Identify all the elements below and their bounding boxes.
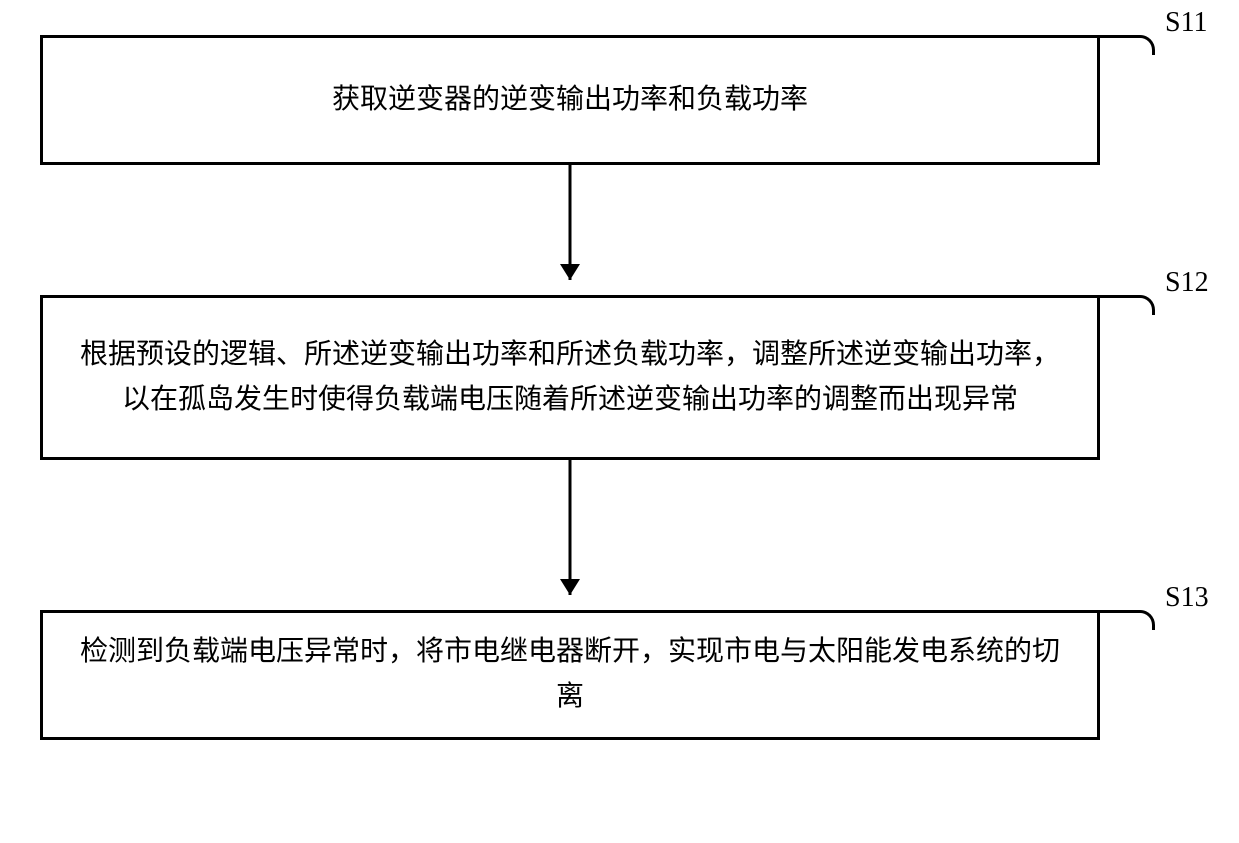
arrow-head-icon [560,264,580,280]
step-label-s12: S12 [1165,267,1209,299]
arrow-head-icon [560,579,580,595]
arrow-line [569,460,572,595]
step-text-s11: 获取逆变器的逆变输出功率和负载功率 [332,78,808,123]
step-text-s12: 根据预设的逻辑、所述逆变输出功率和所述负载功率，调整所述逆变输出功率，以在孤岛发… [73,333,1067,423]
connector-s12 [1100,295,1155,315]
step-box-s12: 根据预设的逻辑、所述逆变输出功率和所述负载功率，调整所述逆变输出功率，以在孤岛发… [40,295,1100,460]
step-label-s11: S11 [1165,7,1208,39]
step-label-s13: S13 [1165,582,1209,614]
connector-s11 [1100,35,1155,55]
arrow-s12-s13 [40,460,1100,610]
step-box-s13: 检测到负载端电压异常时，将市电继电器断开，实现市电与太阳能发电系统的切离 [40,610,1100,740]
arrow-s11-s12 [40,165,1100,295]
connector-s13 [1100,610,1155,630]
arrow-line [569,165,572,280]
step-text-s13: 检测到负载端电压异常时，将市电继电器断开，实现市电与太阳能发电系统的切离 [73,630,1067,720]
step-box-s11: 获取逆变器的逆变输出功率和负载功率 [40,35,1100,165]
